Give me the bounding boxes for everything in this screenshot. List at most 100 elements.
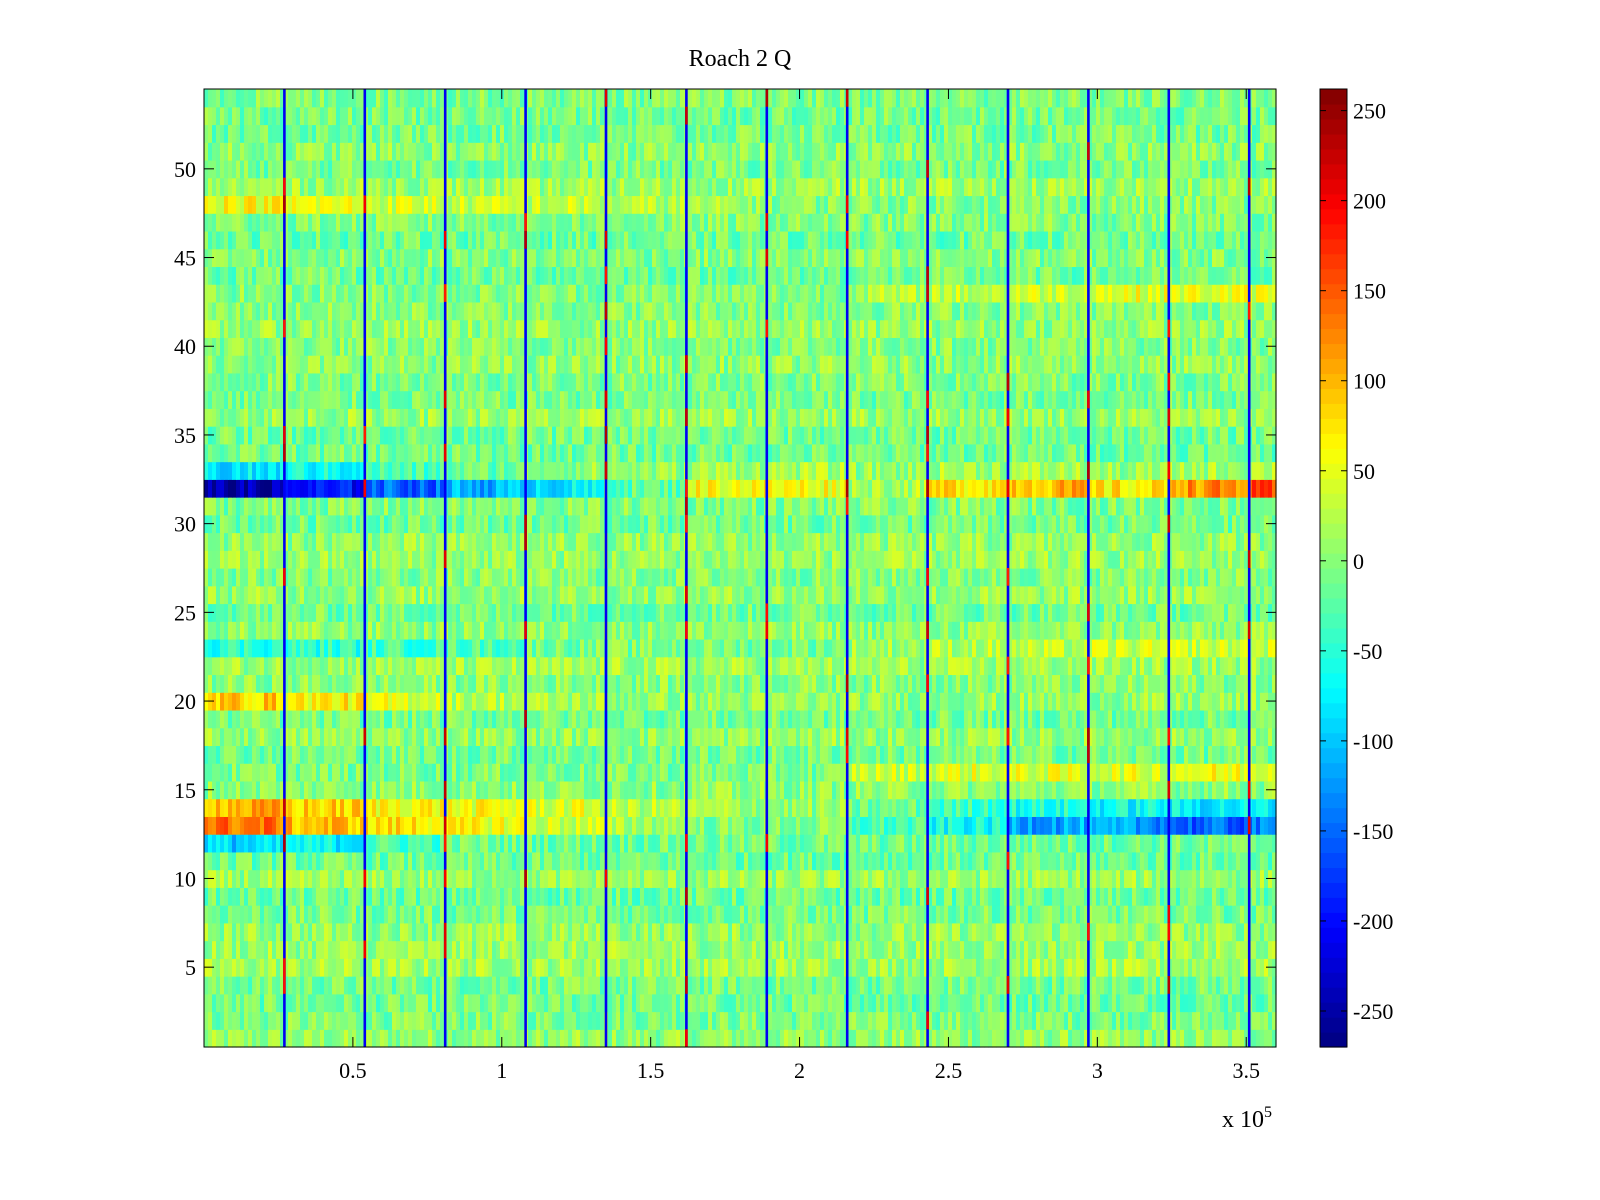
heatmap-cell xyxy=(1232,816,1237,835)
heatmap-cell xyxy=(780,905,785,924)
heatmap-cell xyxy=(480,834,485,853)
heatmap-cell xyxy=(296,976,301,995)
heatmap-cell xyxy=(668,976,673,995)
heatmap-cell xyxy=(948,887,953,906)
chart-title: Roach 2 Q xyxy=(689,46,792,72)
heatmap-cell xyxy=(364,905,369,924)
heatmap-cell xyxy=(900,869,905,888)
heatmap-cell xyxy=(736,940,741,959)
heatmap-cell xyxy=(352,851,357,871)
heatmap-cell xyxy=(796,976,801,995)
heatmap-cell xyxy=(428,709,433,729)
heatmap-cell xyxy=(1060,727,1065,747)
heatmap-cell xyxy=(248,1011,253,1030)
heatmap-cell xyxy=(576,709,581,729)
heatmap-cell xyxy=(536,958,541,977)
heatmap-cell xyxy=(732,922,737,942)
heatmap-cell xyxy=(672,869,677,888)
heatmap-cell xyxy=(724,1029,729,1048)
heatmap-cell xyxy=(852,798,857,817)
heatmap-cell xyxy=(776,1011,781,1030)
heatmap-cell xyxy=(1240,1029,1245,1048)
heatmap-cell xyxy=(344,958,349,977)
heatmap-cell xyxy=(748,727,753,747)
heatmap-cell xyxy=(1132,834,1137,853)
heatmap-cell xyxy=(1084,993,1089,1013)
heatmap-cell xyxy=(1236,940,1241,959)
heatmap-cell xyxy=(356,976,361,995)
heatmap-cell xyxy=(428,851,433,871)
heatmap-cell xyxy=(640,727,645,747)
heatmap-cell xyxy=(1192,1011,1197,1030)
heatmap-cell xyxy=(1168,727,1173,747)
heatmap-cell xyxy=(1268,940,1273,959)
heatmap-cell xyxy=(820,905,825,924)
heatmap-cell xyxy=(1156,780,1161,800)
heatmap-cell xyxy=(320,834,325,853)
heatmap-cell xyxy=(828,1029,833,1048)
heatmap-cell xyxy=(672,709,677,729)
heatmap-cell xyxy=(348,940,353,959)
heatmap-cell xyxy=(324,1029,329,1048)
heatmap-cell xyxy=(828,834,833,853)
heatmap-cell xyxy=(904,763,909,782)
heatmap-cell xyxy=(804,745,809,764)
heatmap-cell xyxy=(1252,940,1257,959)
heatmap-cell xyxy=(560,727,565,747)
heatmap-cell xyxy=(996,940,1001,959)
heatmap-cell xyxy=(952,834,957,853)
heatmap-cell xyxy=(804,1029,809,1048)
heatmap-cell xyxy=(1112,745,1117,764)
heatmap-cell xyxy=(972,798,977,817)
heatmap-cell xyxy=(340,851,345,871)
heatmap-cell xyxy=(472,709,477,729)
heatmap-cell xyxy=(404,922,409,942)
heatmap-cell xyxy=(820,887,825,906)
heatmap-cell xyxy=(1132,958,1137,977)
heatmap-cell xyxy=(1148,976,1153,995)
heatmap-cell xyxy=(1052,976,1057,995)
heatmap-cell xyxy=(236,905,241,924)
heatmap-cell xyxy=(1244,780,1249,800)
heatmap-cell xyxy=(244,763,249,782)
heatmap-cell xyxy=(612,851,617,871)
heatmap-cell xyxy=(1080,905,1085,924)
heatmap-cell xyxy=(1196,851,1201,871)
heatmap-cell xyxy=(360,780,365,800)
heatmap-cell xyxy=(1124,851,1129,871)
heatmap-cell xyxy=(984,869,989,888)
heatmap-cell xyxy=(948,816,953,835)
heatmap-cell xyxy=(1236,993,1241,1013)
heatmap-cell xyxy=(1068,727,1073,747)
heatmap-cell xyxy=(436,763,441,782)
heatmap-cell xyxy=(944,780,949,800)
heatmap-cell xyxy=(212,745,217,764)
heatmap-cell xyxy=(416,851,421,871)
heatmap-cell xyxy=(784,798,789,817)
heatmap-cell xyxy=(584,816,589,835)
heatmap-cell xyxy=(888,993,893,1013)
heatmap-cell xyxy=(532,905,537,924)
heatmap-cell xyxy=(1072,745,1077,764)
heatmap-cell xyxy=(1012,745,1017,764)
heatmap-cell xyxy=(1184,922,1189,942)
heatmap-cell xyxy=(1000,922,1005,942)
heatmap-cell xyxy=(1044,887,1049,906)
heatmap-cell xyxy=(1028,887,1033,906)
heatmap-cell xyxy=(664,816,669,835)
heatmap-cell xyxy=(1264,905,1269,924)
heatmap-cell xyxy=(708,940,713,959)
heatmap-cell xyxy=(1064,798,1069,817)
heatmap-cell xyxy=(516,887,521,906)
heatmap-cell xyxy=(284,940,289,959)
heatmap-cell xyxy=(1044,993,1049,1013)
heatmap-cell xyxy=(668,1029,673,1048)
heatmap-cell xyxy=(1216,905,1221,924)
heatmap-cell xyxy=(880,816,885,835)
heatmap-cell xyxy=(784,958,789,977)
heatmap-cell xyxy=(904,1029,909,1048)
heatmap-cell xyxy=(424,1029,429,1048)
heatmap-cell xyxy=(1216,922,1221,942)
heatmap-cell xyxy=(996,798,1001,817)
heatmap-cell xyxy=(332,958,337,977)
